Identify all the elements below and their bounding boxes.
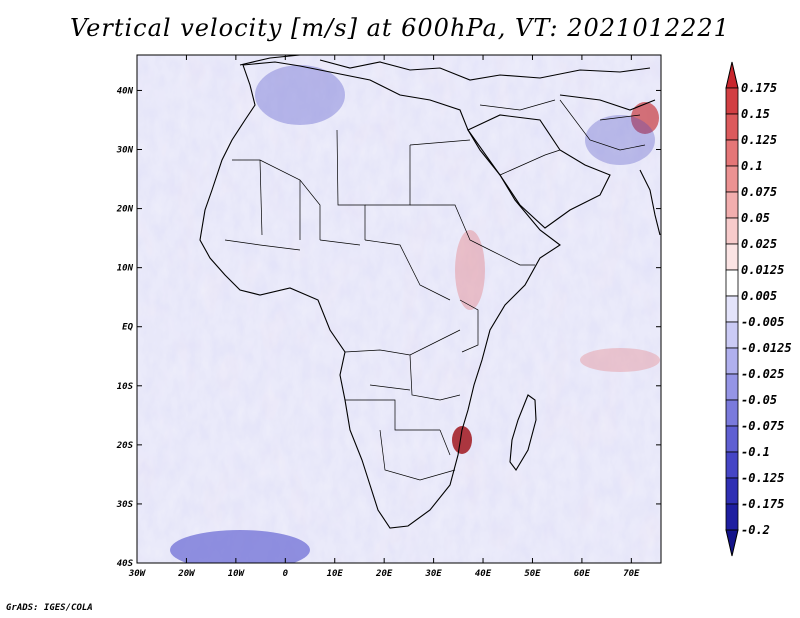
lon-tick-label: 70E [623, 569, 640, 579]
colorbar-swatch [725, 165, 739, 193]
colorbar-swatch [725, 347, 739, 375]
lon-tick-label: 30W [128, 569, 147, 579]
lon-tick-label: 20E [375, 569, 393, 579]
lat-tick-label: 20S [116, 441, 134, 451]
colorbar-max-arrow [725, 61, 739, 89]
colorbar-swatch [725, 477, 739, 505]
colorbar-label: -0.175 [741, 497, 784, 511]
velocity-field [137, 55, 661, 563]
grads-credit: GrADS: IGES/COLA [6, 603, 93, 613]
colorbar-label: -0.125 [741, 471, 784, 485]
colorbar-label: 0.175 [741, 81, 777, 95]
colorbar-label: -0.05 [741, 393, 777, 407]
colorbar-label: -0.025 [741, 367, 784, 381]
colorbar-swatch [725, 373, 739, 401]
coastlines [199, 55, 661, 529]
lon-tick-label: 30E [424, 569, 442, 579]
lat-tick-label: 30N [116, 146, 134, 156]
colorbar-swatch [725, 321, 739, 349]
colorbar-swatch [725, 191, 739, 219]
colorbar-swatch [725, 87, 739, 115]
colorbar-swatch [725, 217, 739, 245]
colorbar-swatch [725, 269, 739, 297]
colorbar-label: -0.0125 [741, 341, 792, 355]
lon-tick-label: 20W [177, 569, 196, 579]
colorbar-swatch [725, 295, 739, 323]
colorbar-label: -0.2 [741, 523, 770, 537]
lon-tick-label: 10E [327, 569, 344, 579]
colorbar-label: 0.005 [741, 289, 777, 303]
colorbar-swatch [725, 139, 739, 167]
latitude-axis: 40N 30N 20N 10N EQ 10S 20S 30S 40S [116, 86, 661, 569]
colorbar-label: 0.025 [741, 237, 777, 251]
lat-tick-label: EQ [122, 323, 133, 333]
colorbar-swatch [725, 451, 739, 479]
longitude-axis: 30W 20W 10W 0 10E 20E 30E 40E 50E 60E 70E [128, 55, 640, 579]
colorbar-label: 0.0125 [741, 263, 784, 277]
colorbar-label: -0.075 [741, 419, 784, 433]
colorbar-swatch [725, 243, 739, 271]
lat-tick-label: 40S [117, 559, 134, 569]
lat-tick-label: 30S [116, 500, 134, 510]
colorbar-label: 0.1 [741, 159, 763, 173]
colorbar-swatch [725, 425, 739, 453]
colorbar-label: 0.15 [741, 107, 770, 121]
lon-tick-label: 10W [228, 569, 246, 579]
lat-tick-label: 20N [116, 205, 134, 215]
lon-tick-label: 60E [574, 569, 591, 579]
colorbar-swatch [725, 399, 739, 427]
plot-frame [136, 54, 662, 564]
lon-tick-label: 50E [524, 569, 541, 579]
colorbar-label: 0.075 [741, 185, 777, 199]
colorbar-label: 0.125 [741, 133, 777, 147]
map-title: Vertical velocity [m/s] at 600hPa, VT: 2… [70, 14, 730, 42]
colorbar-label: -0.005 [741, 315, 784, 329]
colorbar-label: -0.1 [741, 445, 770, 459]
colorbar-swatch [725, 113, 739, 141]
colorbar-min-arrow [725, 529, 739, 557]
lat-tick-label: 10N [117, 264, 134, 274]
colorbar-swatch [725, 503, 739, 531]
colorbar-legend: 0.175 0.15 0.125 0.1 0.075 0.05 0.025 0.0125 0.0… [725, 61, 792, 557]
country-borders [224, 99, 646, 481]
lat-tick-label: 40N [117, 86, 134, 96]
colorbar-label: 0.05 [741, 211, 770, 225]
lon-tick-label: 0 [283, 569, 289, 579]
lon-tick-label: 40E [475, 569, 492, 579]
lat-tick-label: 10S [117, 382, 134, 392]
